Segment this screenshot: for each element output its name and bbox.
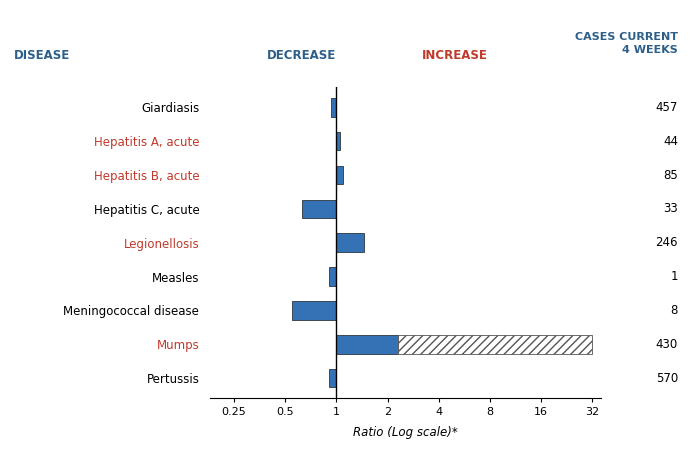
Bar bbox=[336, 132, 340, 151]
Text: INCREASE: INCREASE bbox=[422, 49, 488, 62]
Bar bbox=[336, 166, 343, 185]
Text: 457: 457 bbox=[656, 101, 678, 114]
Bar bbox=[329, 267, 336, 286]
Text: DECREASE: DECREASE bbox=[266, 49, 336, 62]
Text: 44: 44 bbox=[663, 135, 678, 147]
Text: CASES CURRENT
4 WEEKS: CASES CURRENT 4 WEEKS bbox=[575, 32, 678, 55]
Bar bbox=[398, 335, 593, 354]
Text: 570: 570 bbox=[656, 371, 678, 385]
Bar bbox=[292, 301, 336, 320]
Text: 1: 1 bbox=[670, 270, 678, 283]
Text: 246: 246 bbox=[656, 236, 678, 249]
Bar bbox=[336, 234, 364, 252]
Text: 85: 85 bbox=[663, 169, 678, 181]
X-axis label: Ratio (Log scale)*: Ratio (Log scale)* bbox=[353, 426, 458, 439]
Bar bbox=[331, 98, 336, 117]
Text: 430: 430 bbox=[656, 338, 678, 351]
Bar bbox=[329, 369, 336, 387]
Text: 8: 8 bbox=[670, 304, 678, 317]
Bar bbox=[302, 200, 336, 218]
Text: DISEASE: DISEASE bbox=[14, 49, 70, 62]
Bar bbox=[336, 335, 398, 354]
Text: 33: 33 bbox=[663, 202, 678, 215]
